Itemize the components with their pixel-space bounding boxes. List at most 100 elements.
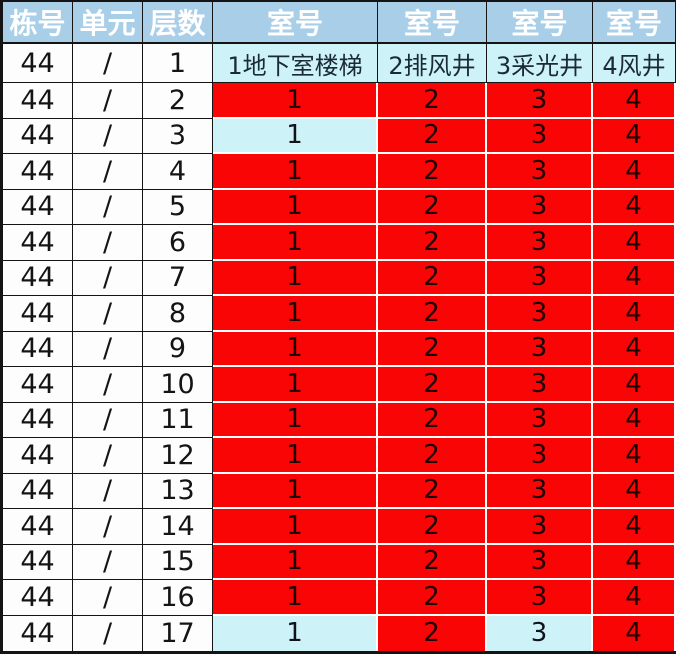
room-cell[interactable]: 2 (378, 509, 487, 545)
building-cell: 44 (3, 402, 73, 438)
room-cell[interactable]: 1地下室楼梯 (213, 44, 378, 83)
unit-cell: / (73, 509, 143, 545)
room-cell[interactable]: 2 (378, 544, 487, 580)
room-cell[interactable]: 3 (487, 296, 593, 332)
room-cell[interactable]: 3 (487, 438, 593, 474)
room-cell[interactable]: 3 (487, 118, 593, 154)
unit-cell: / (73, 189, 143, 225)
room-cell[interactable]: 1 (213, 438, 378, 474)
header-room-1: 室号 (213, 2, 378, 44)
room-cell[interactable]: 1 (213, 296, 378, 332)
table-row: 44/17 1 2 3 4 (3, 615, 676, 651)
unit-cell: / (73, 580, 143, 616)
table-row: 44/5 1 2 3 4 (3, 189, 676, 225)
room-cell[interactable]: 1 (213, 473, 378, 509)
room-cell[interactable]: 4 (593, 473, 676, 509)
table-row: 44/16 1 2 3 4 (3, 580, 676, 616)
room-cell[interactable]: 2 (378, 331, 487, 367)
unit-cell: / (73, 367, 143, 403)
room-cell[interactable]: 4 (593, 225, 676, 261)
room-cell[interactable]: 4 (593, 438, 676, 474)
floor-cell: 4 (143, 154, 213, 190)
room-cell[interactable]: 3 (487, 367, 593, 403)
header-unit: 单元 (73, 2, 143, 44)
floor-cell: 6 (143, 225, 213, 261)
floor-cell: 15 (143, 544, 213, 580)
room-cell[interactable]: 1 (213, 367, 378, 403)
room-cell[interactable]: 1 (213, 615, 378, 651)
unit-cell: / (73, 296, 143, 332)
room-cell[interactable]: 3 (487, 509, 593, 545)
unit-cell: / (73, 438, 143, 474)
room-cell[interactable]: 3 (487, 225, 593, 261)
room-cell[interactable]: 1 (213, 83, 378, 119)
room-cell[interactable]: 4 (593, 615, 676, 651)
room-cell[interactable]: 3 (487, 260, 593, 296)
room-cell[interactable]: 1 (213, 331, 378, 367)
room-cell[interactable]: 3 (487, 331, 593, 367)
room-cell[interactable]: 2排风井 (378, 44, 487, 83)
room-cell[interactable]: 2 (378, 615, 487, 651)
room-cell[interactable]: 3 (487, 615, 593, 651)
room-cell[interactable]: 2 (378, 473, 487, 509)
room-cell[interactable]: 4 (593, 296, 676, 332)
building-cell: 44 (3, 83, 73, 119)
room-cell[interactable]: 4 (593, 83, 676, 119)
room-cell[interactable]: 4 (593, 118, 676, 154)
room-cell[interactable]: 2 (378, 83, 487, 119)
room-cell[interactable]: 3 (487, 544, 593, 580)
room-cell[interactable]: 2 (378, 580, 487, 616)
floor-cell: 17 (143, 615, 213, 651)
building-cell: 44 (3, 296, 73, 332)
room-cell[interactable]: 2 (378, 296, 487, 332)
building-cell: 44 (3, 118, 73, 154)
room-cell[interactable]: 2 (378, 438, 487, 474)
room-cell[interactable]: 2 (378, 118, 487, 154)
room-cell[interactable]: 1 (213, 402, 378, 438)
header-row: 栋号 单元 层数 室号 室号 室号 室号 (3, 2, 676, 44)
room-cell[interactable]: 2 (378, 402, 487, 438)
room-cell[interactable]: 3 (487, 580, 593, 616)
room-cell[interactable]: 4 (593, 260, 676, 296)
room-cell[interactable]: 1 (213, 154, 378, 190)
room-cell[interactable]: 4 (593, 367, 676, 403)
room-cell[interactable]: 4 (593, 544, 676, 580)
room-cell[interactable]: 3 (487, 154, 593, 190)
header-room-4: 室号 (593, 2, 676, 44)
table-row: 44/2 1 2 3 4 (3, 83, 676, 119)
room-cell[interactable]: 4 (593, 580, 676, 616)
room-cell[interactable]: 4 (593, 189, 676, 225)
unit-cell: / (73, 544, 143, 580)
table-row: 44/10 1 2 3 4 (3, 367, 676, 403)
room-cell[interactable]: 1 (213, 580, 378, 616)
room-cell[interactable]: 2 (378, 367, 487, 403)
room-cell[interactable]: 4 (593, 509, 676, 545)
room-cell[interactable]: 3 (487, 83, 593, 119)
room-cell[interactable]: 1 (213, 509, 378, 545)
table-row: 44/7 1 2 3 4 (3, 260, 676, 296)
room-cell[interactable]: 3采光井 (487, 44, 593, 83)
building-cell: 44 (3, 473, 73, 509)
room-cell[interactable]: 1 (213, 260, 378, 296)
room-cell[interactable]: 1 (213, 544, 378, 580)
header-room-3: 室号 (487, 2, 593, 44)
room-cell[interactable]: 3 (487, 473, 593, 509)
room-cell[interactable]: 4 (593, 402, 676, 438)
building-cell: 44 (3, 615, 73, 651)
room-cell[interactable]: 4 (593, 331, 676, 367)
table-row: 44/14 1 2 3 4 (3, 509, 676, 545)
building-cell: 44 (3, 225, 73, 261)
room-cell[interactable]: 1 (213, 189, 378, 225)
room-cell[interactable]: 2 (378, 225, 487, 261)
room-cell[interactable]: 3 (487, 189, 593, 225)
room-cell[interactable]: 2 (378, 260, 487, 296)
room-cell[interactable]: 1 (213, 225, 378, 261)
room-cell[interactable]: 4 (593, 154, 676, 190)
building-cell: 44 (3, 44, 73, 83)
room-cell[interactable]: 3 (487, 402, 593, 438)
room-cell[interactable]: 4风井 (593, 44, 676, 83)
table-row: 44/15 1 2 3 4 (3, 544, 676, 580)
room-cell[interactable]: 2 (378, 189, 487, 225)
room-cell[interactable]: 1 (213, 118, 378, 154)
room-cell[interactable]: 2 (378, 154, 487, 190)
